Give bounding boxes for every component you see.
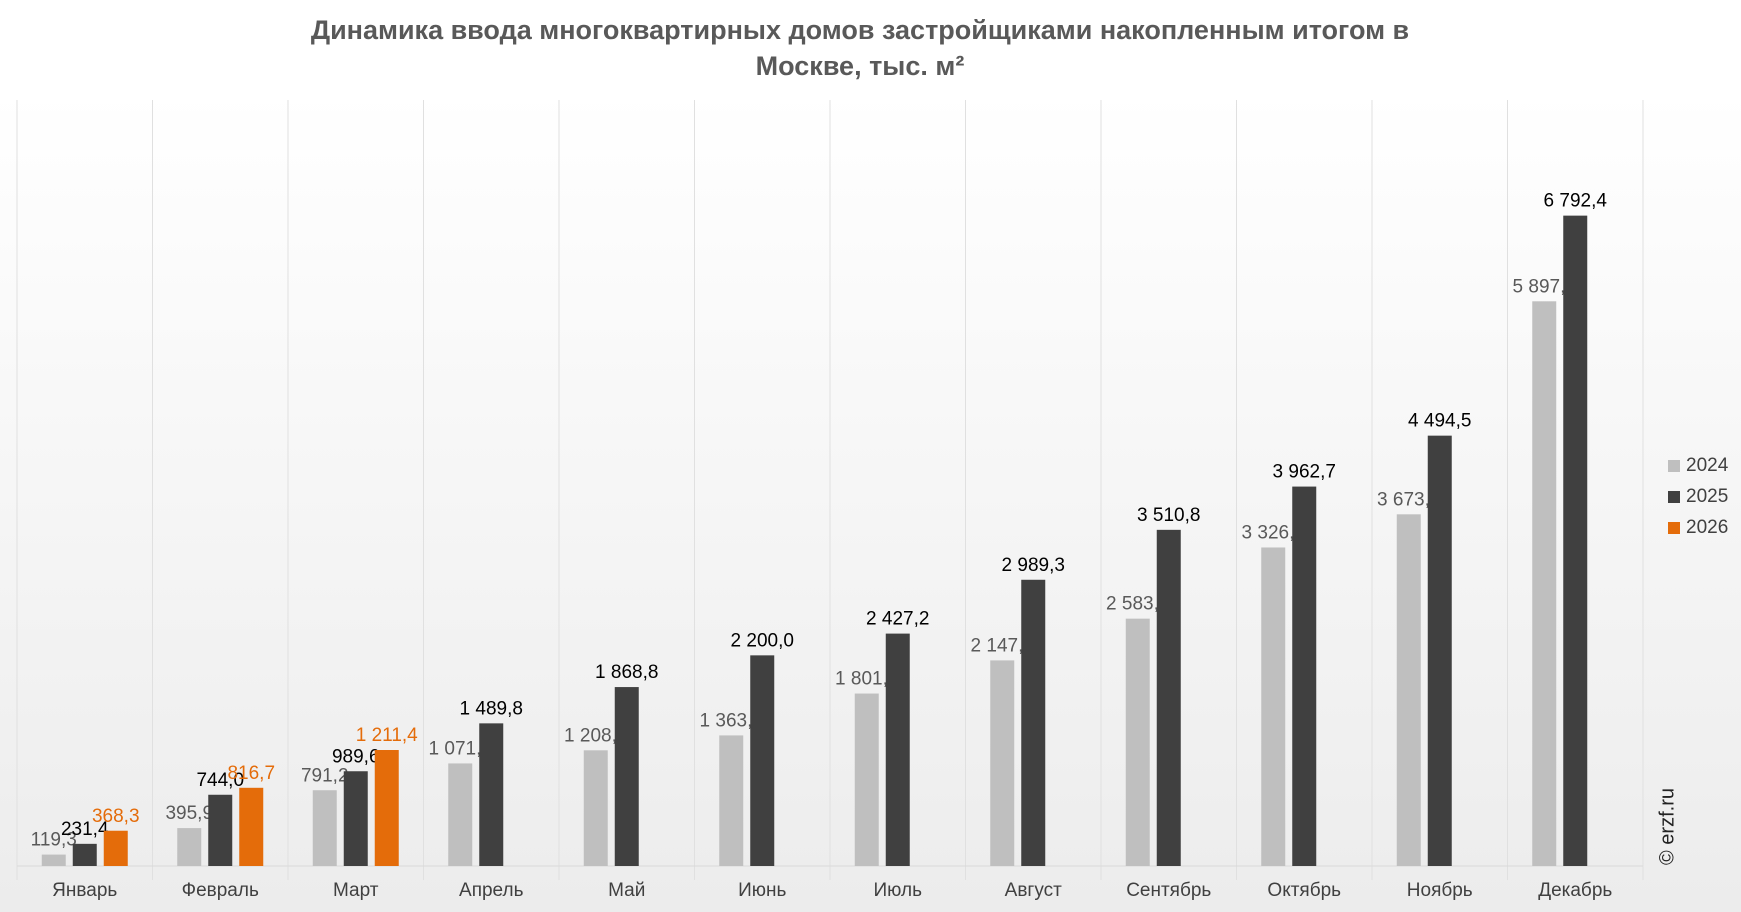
bar [1156, 529, 1181, 866]
x-tick-label: Апрель [459, 880, 524, 901]
legend-swatch [1668, 491, 1680, 503]
bar [72, 843, 97, 866]
data-label: 989,6 [332, 746, 380, 767]
data-label: 3 510,8 [1137, 505, 1200, 526]
data-label: 368,3 [92, 806, 140, 827]
data-label: 2 147,4 [971, 635, 1035, 656]
bar [614, 687, 639, 866]
bar [990, 660, 1015, 866]
bar [1563, 215, 1588, 867]
chart-title: Динамика ввода многоквартирных домов зас… [310, 15, 1410, 81]
data-label: 119,3 [31, 830, 77, 851]
bar [479, 723, 504, 866]
bar [41, 854, 66, 866]
data-label: 2 427,2 [866, 609, 929, 630]
data-label: 3 962,7 [1273, 462, 1336, 483]
bar [103, 830, 128, 866]
legend-label: 2024 [1686, 455, 1729, 476]
bar [583, 750, 608, 866]
x-tick-label: Июнь [738, 880, 786, 901]
bar [1021, 579, 1046, 866]
bar [239, 787, 264, 866]
bar [343, 771, 368, 866]
data-label: 1 211,4 [356, 725, 418, 746]
bar [374, 750, 399, 866]
x-tick-label: Август [1005, 880, 1062, 901]
data-label: 4 494,5 [1408, 411, 1471, 432]
legend-label: 2025 [1686, 486, 1728, 507]
data-label: 2 200,0 [731, 630, 794, 651]
bar [208, 794, 233, 866]
data-label: 5 897,7 [1513, 276, 1576, 297]
bar [177, 828, 202, 866]
bar [1292, 486, 1317, 866]
x-tick-label: Ноябрь [1407, 880, 1473, 901]
data-label: 816,7 [227, 763, 275, 784]
data-label: 1 363,9 [700, 710, 763, 731]
bar [854, 693, 879, 866]
x-tick-label: Март [333, 880, 379, 901]
data-label: 3 673,0 [1377, 489, 1440, 510]
bar [1396, 514, 1421, 866]
watermark: © erzf.ru [1656, 788, 1678, 865]
data-label: 791,2 [301, 765, 349, 786]
data-label: 744,0 [196, 770, 244, 791]
bar [750, 655, 775, 866]
data-label: 1 801,2 [835, 669, 898, 690]
bar [312, 790, 337, 866]
legend-label: 2026 [1686, 517, 1728, 538]
x-tick-label: Сентябрь [1126, 880, 1211, 901]
x-tick-label: Декабрь [1538, 880, 1612, 901]
data-label: 395,9 [165, 803, 213, 824]
bar [885, 633, 910, 866]
bar [1125, 618, 1150, 866]
legend-swatch [1668, 460, 1680, 472]
legend-swatch [1668, 522, 1680, 534]
x-tick-label: Февраль [182, 880, 259, 901]
data-label: 3 326,7 [1242, 522, 1305, 543]
data-label: 1 489,8 [460, 698, 523, 719]
data-label: 231,4 [61, 819, 109, 840]
data-label: 2 583,3 [1106, 594, 1169, 615]
data-label: 2 989,3 [1002, 555, 1065, 576]
x-tick-label: Октябрь [1267, 880, 1341, 901]
bar [1261, 547, 1286, 866]
bar [448, 763, 473, 866]
bar [719, 735, 744, 866]
data-label: 6 792,4 [1544, 191, 1608, 212]
x-tick-label: Январь [52, 880, 117, 901]
bar [1532, 301, 1557, 866]
x-tick-label: Май [608, 880, 645, 901]
x-tick-label: Июль [874, 880, 923, 901]
data-label: 1 868,8 [595, 662, 658, 683]
data-label: 1 071,2 [429, 738, 492, 759]
data-label: 1 208,1 [564, 725, 627, 746]
bar [1427, 435, 1452, 866]
